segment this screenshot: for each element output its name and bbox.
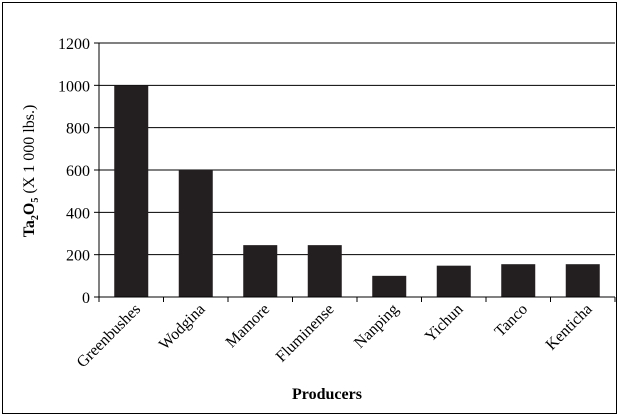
bar — [178, 170, 213, 297]
bars — [114, 85, 600, 297]
chart-frame: 0 200 400 600 800 1000 1200 Greenbushes Wodgina… — [2, 2, 617, 414]
x-tick-label: Fluminense — [273, 301, 338, 366]
x-tick-label: Nanping — [351, 301, 402, 352]
bar — [436, 265, 471, 297]
y-tick-label: 0 — [82, 290, 90, 307]
x-tick-label: Tanco — [492, 301, 531, 340]
y-tick-label: 600 — [66, 163, 90, 180]
y-axis-title-base: Ta — [21, 220, 38, 237]
y-tick-label: 200 — [66, 248, 90, 265]
x-tick-labels: Greenbushes Wodgina Mamore Fluminense Nanpin… — [74, 301, 596, 371]
bar — [307, 245, 342, 297]
x-tick-label: Yichun — [422, 301, 467, 346]
axes — [94, 42, 616, 302]
x-tick-label: Greenbushes — [74, 301, 144, 371]
bar — [114, 85, 149, 297]
y-tick-label: 1200 — [58, 36, 90, 53]
bar-chart: 0 200 400 600 800 1000 1200 Greenbushes Wodgina… — [21, 36, 616, 403]
y-axis-title-mid: O — [21, 203, 38, 215]
y-tick-label: 1000 — [58, 78, 90, 95]
x-tick-label: Wodgina — [156, 301, 209, 354]
y-axis-title-sub2: 5 — [30, 198, 41, 203]
y-axis-title-rest: (X 1 000 lbs.) — [21, 105, 38, 198]
y-tick-labels: 0 200 400 600 800 1000 1200 — [58, 36, 90, 307]
bar — [565, 264, 600, 297]
bar — [501, 264, 536, 297]
bar — [372, 275, 407, 297]
y-tick-label: 800 — [66, 121, 90, 138]
y-tick-label: 400 — [66, 205, 90, 222]
x-axis-title: Producers — [292, 386, 362, 403]
x-tick-label: Kenticha — [543, 301, 596, 354]
y-axis-title: Ta2O5 (X 1 000 lbs.) — [21, 105, 41, 238]
y-axis-title-sub1: 2 — [30, 215, 41, 220]
x-tick-label: Mamore — [223, 301, 273, 351]
gridlines — [99, 42, 615, 256]
bar — [243, 245, 278, 297]
